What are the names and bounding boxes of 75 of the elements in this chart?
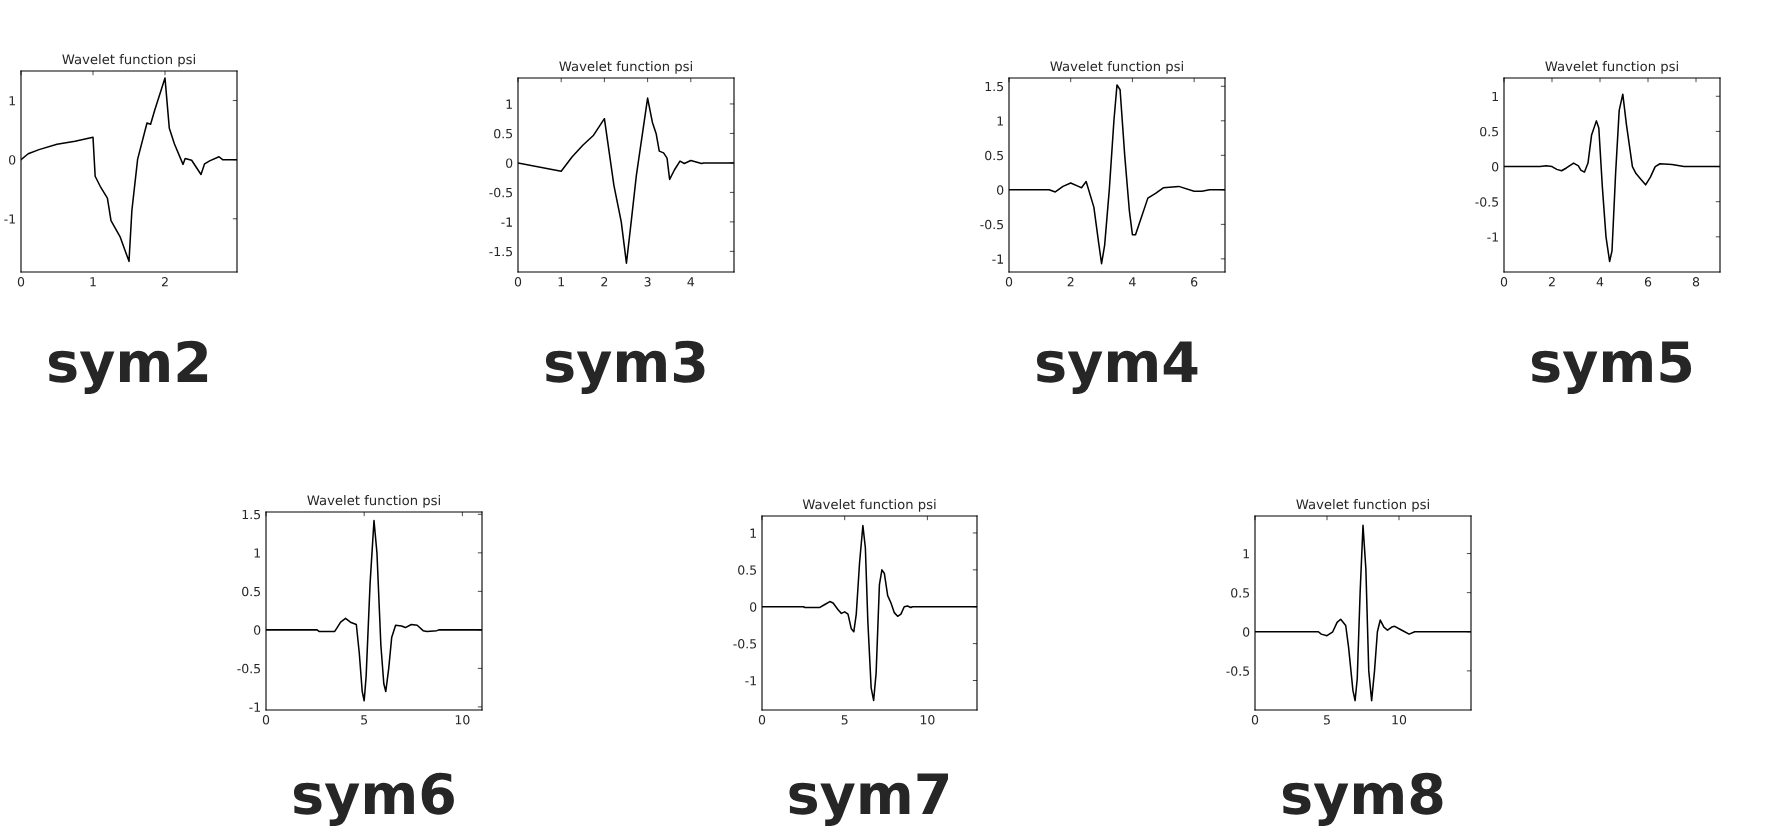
text: sym6 — [293, 772, 454, 826]
x-tick-label: 2 — [1067, 277, 1074, 287]
x-tick-label: 0 — [758, 715, 766, 725]
y-tick-label: -0.5 — [980, 219, 1004, 230]
x-tick-label: 0 — [17, 277, 25, 287]
y-tick-label: 1 — [1243, 549, 1249, 559]
text: sym7 — [789, 773, 948, 826]
y-tick-label: 0.5 — [985, 150, 1004, 161]
y-tick-label: 0 — [1243, 627, 1250, 637]
y-tick-label: 1 — [750, 528, 756, 538]
y-tick-label: 1 — [9, 96, 15, 106]
chart-title: Wavelet function psi — [802, 499, 936, 512]
y-tick-label: -1 — [745, 676, 756, 686]
y-tick-label: 0.5 — [738, 565, 757, 575]
text: sym5 — [1531, 341, 1692, 394]
y-tick-label: 0.5 — [1480, 126, 1499, 137]
chart-title: Wavelet function psi — [307, 495, 440, 508]
text: sym2 — [48, 340, 208, 394]
x-tick-label: 10 — [1392, 715, 1407, 725]
x-tick-label: 2 — [161, 277, 168, 287]
x-tick-label: 0 — [1500, 277, 1508, 287]
y-tick-label: 1 — [997, 116, 1003, 126]
x-tick-label: 6 — [1191, 277, 1198, 287]
x-tick-label: 0 — [1005, 277, 1013, 287]
x-tick-label: 2 — [1548, 277, 1555, 287]
x-tick-label: 10 — [455, 715, 470, 725]
y-tick-label: -1 — [4, 214, 15, 224]
y-tick-label: 0.5 — [494, 128, 513, 139]
x-tick-label: 8 — [1692, 277, 1700, 287]
text: sym8 — [1282, 772, 1443, 826]
x-tick-label: 4 — [1596, 277, 1604, 287]
x-tick-label: 0 — [1251, 715, 1259, 725]
y-tick-label: 0 — [9, 155, 16, 165]
y-tick-label: -1 — [501, 217, 512, 227]
y-tick-label: 0 — [254, 625, 261, 635]
text: sym4 — [1036, 341, 1198, 394]
chart-title: Wavelet function psi — [1050, 61, 1183, 74]
y-tick-label: -1.5 — [489, 247, 513, 257]
x-tick-label: 3 — [644, 277, 651, 287]
y-tick-label: 0 — [1492, 162, 1499, 172]
chart-title: Wavelet function psi — [559, 61, 692, 74]
y-tick-label: 1 — [254, 548, 260, 558]
chart-title: Wavelet function psi — [62, 54, 195, 67]
x-tick-label: 5 — [841, 715, 848, 725]
y-tick-label: -0.5 — [1475, 197, 1499, 207]
y-tick-label: 0.5 — [242, 586, 261, 597]
x-tick-label: 10 — [920, 715, 935, 725]
y-tick-label: 1.5 — [242, 509, 261, 520]
y-tick-label: -1 — [1487, 232, 1498, 242]
y-tick-label: 0 — [997, 185, 1004, 195]
y-tick-label: -1 — [992, 254, 1003, 264]
x-tick-label: 2 — [601, 277, 608, 287]
y-tick-label: 0.5 — [1231, 588, 1250, 598]
x-tick-label: 0 — [514, 277, 522, 287]
x-tick-label: 1 — [558, 277, 565, 287]
y-tick-label: 1 — [506, 99, 512, 109]
y-tick-label: -0.5 — [733, 639, 757, 649]
y-tick-label: 0 — [750, 602, 757, 612]
text: sym3 — [545, 340, 705, 394]
y-tick-label: -0.5 — [237, 663, 261, 674]
y-tick-label: -0.5 — [1226, 666, 1250, 676]
x-tick-label: 6 — [1644, 277, 1652, 287]
x-tick-label: 0 — [262, 715, 270, 725]
x-tick-label: 4 — [1129, 277, 1136, 287]
chart-title: Wavelet function psi — [1545, 61, 1678, 74]
chart-title: Wavelet function psi — [1296, 499, 1429, 512]
x-tick-label: 5 — [1323, 715, 1330, 725]
x-tick-label: 4 — [687, 277, 695, 287]
x-tick-label: 5 — [361, 715, 368, 725]
y-tick-label: -0.5 — [489, 187, 513, 198]
y-tick-label: 1.5 — [985, 81, 1004, 92]
y-tick-label: 1 — [1492, 91, 1498, 102]
x-tick-label: 1 — [90, 277, 96, 287]
y-tick-label: 0 — [506, 158, 513, 168]
y-tick-label: -1 — [249, 702, 260, 712]
